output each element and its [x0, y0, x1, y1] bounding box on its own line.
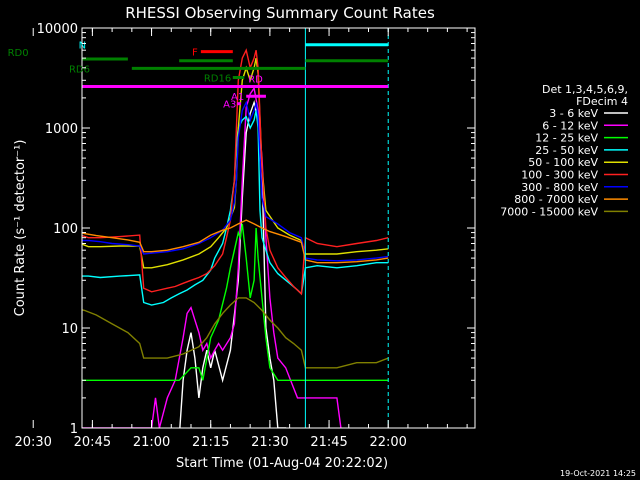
flag-label-rd16: RD16: [204, 73, 231, 84]
series-line-12-25-kev: [82, 223, 389, 381]
series-line-800-7000-kev: [82, 219, 389, 264]
series-line-6-12-kev: [82, 86, 342, 428]
x-tick-label-2045: 20:45: [74, 435, 111, 450]
flag-label-rd: RD: [248, 75, 263, 86]
x-axis-label: Start Time (01-Aug-04 20:22:02): [176, 456, 388, 471]
series-line-25-50-kev: [82, 110, 389, 306]
legend-header-line-2: FDecim 4: [576, 95, 628, 108]
flag-label-rd0: RD0: [8, 48, 29, 59]
series-line-300-800-kev: [82, 100, 389, 262]
legend-label-3-6-kev: 3 - 6 keV: [549, 107, 598, 120]
y-tick-label-1: 1: [70, 422, 78, 437]
legend-label-800-7000-kev: 800 - 7000 keV: [514, 193, 598, 206]
y-axis-label: Count Rate (s⁻¹ detector⁻¹): [13, 140, 28, 317]
y-tick-label-100: 100: [53, 222, 78, 237]
flag-bars-layer: [82, 43, 389, 106]
y-tick-label-10: 10: [61, 322, 78, 337]
legend-label-7000-15000-kev: 7000 - 15000 keV: [500, 205, 598, 218]
legend-label-300-800-kev: 300 - 800 keV: [521, 181, 598, 194]
legend-label-50-100-kev: 50 - 100 keV: [528, 156, 598, 169]
footer-date: 19-Oct-2021 14:25: [560, 469, 636, 478]
x-tick-label-2145: 21:45: [310, 435, 347, 450]
x-tick-label-2130: 21:30: [251, 435, 288, 450]
x-tick-label-2100: 21:00: [133, 435, 170, 450]
flag-label-n: N: [79, 41, 86, 52]
series-line-100-300-kev: [82, 48, 389, 296]
legend-label-12-25-kev: 12 - 25 keV: [535, 132, 598, 145]
legend-header-line-1: Det 1,3,4,5,6,9,: [542, 83, 628, 96]
y-tick-label-1000: 1000: [45, 122, 78, 137]
x-tick-label-2115: 21:15: [192, 435, 229, 450]
series-line-7000-15000-kev: [82, 297, 389, 369]
series-layer: [82, 28, 389, 428]
series-line-3-6-kev: [179, 100, 287, 428]
legend-label-100-300-kev: 100 - 300 keV: [521, 169, 598, 182]
x-tick-label-2200: 22:00: [369, 435, 406, 450]
flag-label-rd6: RD6: [69, 64, 90, 75]
series-line-50-100-kev: [82, 57, 389, 269]
x-tick-label-2030: 20:30: [14, 435, 51, 450]
legend-label-6-12-kev: 6 - 12 keV: [542, 119, 598, 132]
chart-title: RHESSI Observing Summary Count Rates: [125, 4, 435, 22]
y-tick-label-10000: 10000: [37, 22, 78, 37]
legend-label-25-50-kev: 25 - 50 keV: [535, 144, 598, 157]
flag-label-f: F: [192, 48, 198, 59]
flag-label-a3: A3: [223, 100, 236, 111]
flag-label-a1: A1: [231, 92, 244, 103]
